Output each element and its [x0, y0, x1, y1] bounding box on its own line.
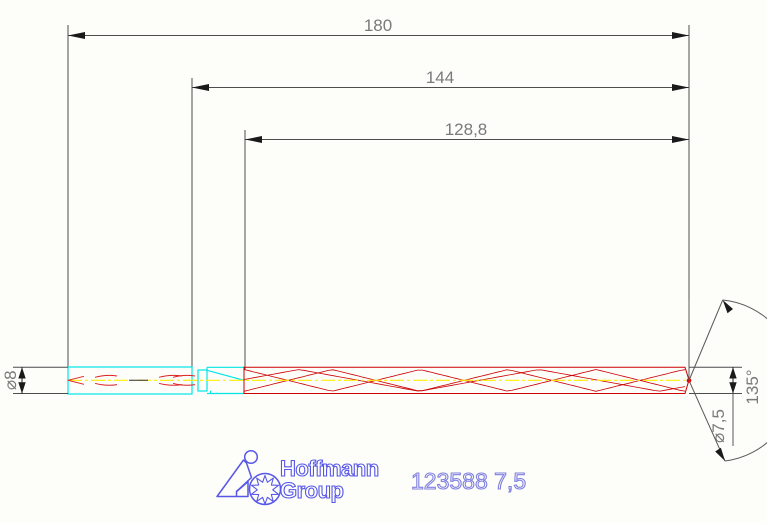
svg-text:⌀8: ⌀8 — [1, 370, 20, 390]
svg-text:Group: Group — [280, 478, 344, 503]
svg-text:⌀7,5: ⌀7,5 — [709, 409, 728, 443]
svg-text:180: 180 — [364, 16, 392, 35]
svg-text:128,8: 128,8 — [445, 120, 488, 139]
svg-text:123588 7,5: 123588 7,5 — [411, 468, 526, 494]
svg-text:144: 144 — [426, 68, 454, 87]
svg-text:135°: 135° — [743, 369, 762, 404]
